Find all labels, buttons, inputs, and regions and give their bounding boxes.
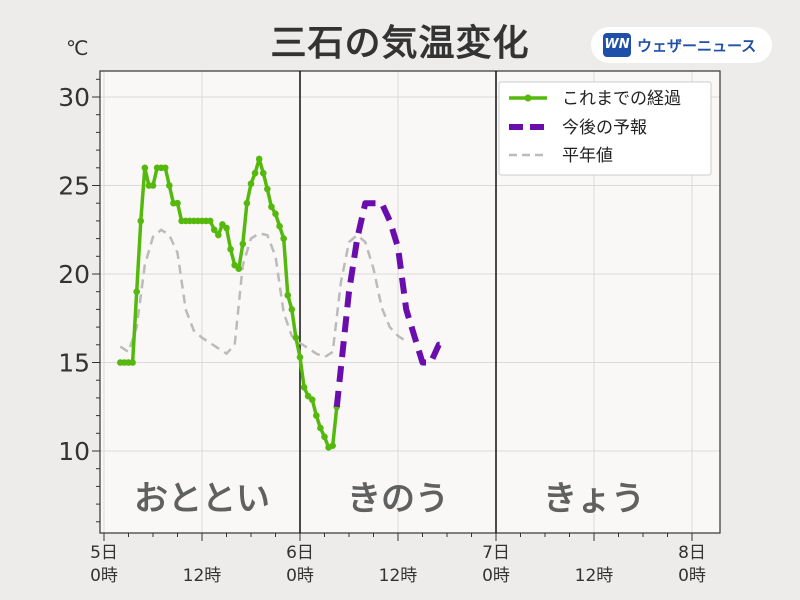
x-tick-label-day: 8日 bbox=[678, 543, 706, 563]
observed-point bbox=[239, 240, 247, 248]
observed-point bbox=[296, 353, 304, 361]
observed-point bbox=[227, 245, 234, 253]
observed-point bbox=[308, 396, 316, 403]
x-tick-label-hour: 12時 bbox=[379, 566, 418, 586]
observed-point bbox=[137, 217, 145, 225]
observed-point bbox=[223, 224, 230, 232]
observed-point bbox=[251, 169, 259, 177]
observed-point bbox=[317, 424, 324, 432]
observed-point bbox=[247, 180, 255, 188]
x-tick-label-hour: 0時 bbox=[286, 566, 314, 586]
observed-point bbox=[210, 226, 218, 234]
observed-point bbox=[206, 217, 214, 225]
y-tick-label: 20 bbox=[58, 260, 90, 289]
y-tick-label: 10 bbox=[58, 437, 90, 466]
observed-point bbox=[313, 412, 320, 419]
observed-point bbox=[161, 164, 169, 172]
brand-name: ウェザーニュース bbox=[637, 37, 757, 55]
day-label: おととい bbox=[134, 479, 270, 519]
series-forecast-line bbox=[333, 200, 447, 408]
day-label: きのう bbox=[347, 479, 449, 519]
observed-point bbox=[133, 288, 140, 296]
plot-frame bbox=[99, 70, 721, 534]
observed-point bbox=[255, 155, 263, 163]
series-normal-line bbox=[119, 228, 407, 359]
legend bbox=[498, 81, 712, 176]
observed-point bbox=[129, 359, 136, 366]
y-axis-unit: ℃ bbox=[66, 36, 89, 60]
observed-point bbox=[264, 185, 271, 193]
observed-point bbox=[215, 231, 222, 239]
observed-point bbox=[141, 164, 149, 172]
brand-badge: WN ウェザーニュース bbox=[591, 27, 772, 63]
observed-point bbox=[280, 235, 287, 242]
observed-point bbox=[276, 222, 283, 230]
y-tick-label: 15 bbox=[58, 349, 90, 378]
observed-point bbox=[259, 169, 267, 177]
observed-point bbox=[292, 334, 300, 342]
x-tick-label-hour: 12時 bbox=[575, 566, 614, 586]
legend-label: 今後の予報 bbox=[562, 118, 647, 138]
observed-point bbox=[268, 203, 275, 211]
chart-title: 三石の気温変化 bbox=[270, 23, 530, 64]
x-tick-label-day: 6日 bbox=[286, 543, 314, 563]
x-tick-label-day: 7日 bbox=[482, 543, 510, 563]
observed-point bbox=[166, 182, 173, 189]
observed-point bbox=[243, 199, 251, 207]
observed-point bbox=[272, 210, 279, 218]
y-tick-label: 30 bbox=[58, 83, 90, 112]
observed-point bbox=[329, 442, 336, 449]
brand-logo-icon: WN bbox=[603, 33, 631, 57]
x-tick-label-hour: 12時 bbox=[183, 566, 222, 586]
observed-point bbox=[321, 433, 328, 441]
x-tick-label-hour: 0時 bbox=[90, 566, 118, 586]
day-label: きょう bbox=[543, 479, 645, 519]
observed-point bbox=[288, 306, 296, 313]
x-tick-label-hour: 0時 bbox=[678, 566, 706, 586]
observed-point bbox=[235, 265, 243, 272]
legend-label: これまでの経過 bbox=[562, 89, 681, 109]
x-tick-label-day: 5日 bbox=[90, 543, 118, 563]
observed-point bbox=[174, 199, 181, 207]
legend-marker-observed bbox=[524, 94, 532, 102]
observed-point bbox=[284, 291, 292, 299]
legend-label: 平年値 bbox=[562, 146, 613, 166]
observed-point bbox=[300, 383, 308, 391]
observed-point bbox=[149, 182, 157, 189]
x-tick-label-hour: 0時 bbox=[482, 566, 510, 586]
y-tick-label: 25 bbox=[58, 172, 90, 201]
